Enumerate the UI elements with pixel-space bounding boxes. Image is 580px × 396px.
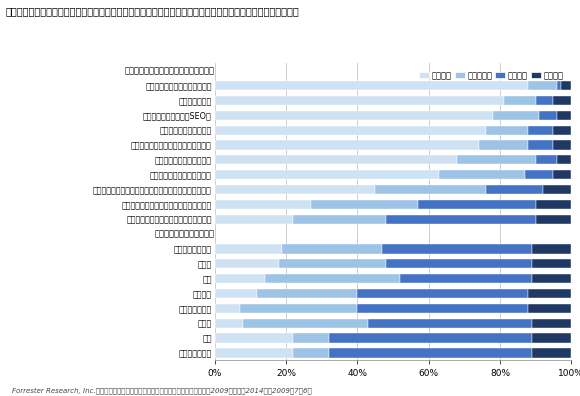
Bar [215, 274, 264, 283]
Text: 「今後３年間で、以下の各マーケティング手段の有効性は、向上する／変化しない／低下すると思いますか？」: 「今後３年間で、以下の各マーケティング手段の有効性は、向上する／変化しない／低下… [6, 6, 299, 16]
Text: インタラクティブなマーケティング戦略: インタラクティブなマーケティング戦略 [125, 66, 215, 75]
Bar [293, 348, 329, 358]
Bar [311, 200, 418, 209]
Bar [557, 81, 561, 90]
Bar [215, 126, 485, 135]
Bar [357, 289, 528, 298]
Bar [215, 111, 493, 120]
Bar [375, 185, 485, 194]
Bar [539, 111, 557, 120]
Bar [215, 96, 503, 105]
Bar [528, 289, 571, 298]
Bar [525, 170, 553, 179]
Bar [478, 141, 528, 150]
Bar [557, 111, 571, 120]
Bar [493, 111, 539, 120]
Bar [215, 259, 279, 268]
Bar [439, 170, 525, 179]
Bar [215, 289, 258, 298]
Bar [528, 126, 553, 135]
Bar [528, 81, 557, 90]
Bar [215, 81, 528, 90]
Bar [553, 141, 571, 150]
Text: Forrester Research, Inc.「米国のインタラクティブなマーケティングに関する予測、2009年から〠2014年」2009年7月6日: Forrester Research, Inc.「米国のインタラクティブなマーケ… [12, 387, 311, 394]
Bar [532, 259, 571, 268]
Bar [532, 348, 571, 358]
Bar [215, 141, 478, 150]
Legend: 向上する, 変化しない, 減少する, 回答なし: 向上する, 変化しない, 減少する, 回答なし [415, 68, 567, 83]
Bar [553, 126, 571, 135]
Bar [557, 155, 571, 164]
Bar [457, 155, 535, 164]
Bar [543, 185, 571, 194]
Bar [503, 96, 535, 105]
Bar [243, 319, 368, 328]
Bar [215, 170, 439, 179]
Bar [215, 244, 282, 253]
Bar [528, 141, 553, 150]
Bar [215, 215, 293, 224]
Bar [485, 126, 528, 135]
Bar [386, 259, 532, 268]
Bar [368, 319, 532, 328]
Bar [532, 244, 571, 253]
Bar [382, 244, 532, 253]
Bar [553, 96, 571, 105]
Bar [532, 333, 571, 343]
Bar [532, 319, 571, 328]
Bar [240, 304, 357, 313]
Bar [329, 348, 532, 358]
Bar [400, 274, 532, 283]
Bar [485, 185, 543, 194]
Bar [279, 259, 386, 268]
Bar [215, 304, 240, 313]
Bar [535, 215, 571, 224]
Bar [532, 274, 571, 283]
Bar [215, 185, 375, 194]
Bar [535, 155, 557, 164]
Bar [215, 319, 243, 328]
Bar [215, 348, 293, 358]
Bar [282, 244, 382, 253]
Bar [329, 333, 532, 343]
Text: 従来のマーケティング戦略: 従来のマーケティング戦略 [155, 230, 215, 239]
Bar [215, 200, 311, 209]
Bar [357, 304, 528, 313]
Bar [528, 304, 571, 313]
Bar [215, 155, 457, 164]
Bar [418, 200, 536, 209]
Bar [258, 289, 357, 298]
Bar [535, 96, 553, 105]
Bar [553, 170, 571, 179]
Bar [293, 333, 329, 343]
Bar [264, 274, 400, 283]
Bar [215, 333, 293, 343]
Bar [293, 215, 386, 224]
Bar [561, 81, 571, 90]
Bar [535, 200, 571, 209]
Bar [386, 215, 535, 224]
